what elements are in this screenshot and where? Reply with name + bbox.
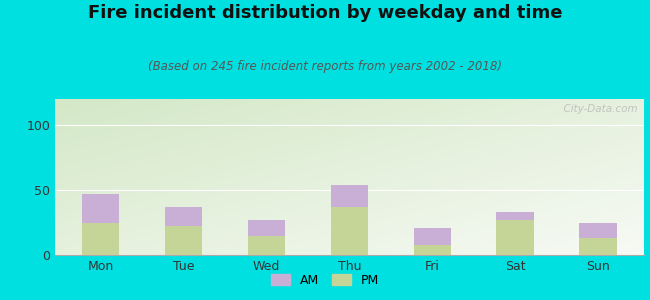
Bar <box>497 220 534 255</box>
Text: (Based on 245 fire incident reports from years 2002 - 2018): (Based on 245 fire incident reports from… <box>148 60 502 73</box>
Bar <box>413 244 451 255</box>
Bar <box>82 223 120 255</box>
Bar <box>497 212 534 220</box>
Bar <box>82 194 120 223</box>
Bar <box>165 226 202 255</box>
Text: Fire incident distribution by weekday and time: Fire incident distribution by weekday an… <box>88 4 562 22</box>
Legend: AM, PM: AM, PM <box>268 270 382 291</box>
Bar <box>248 220 285 236</box>
Bar <box>331 207 368 255</box>
Bar <box>331 185 368 207</box>
Bar <box>579 223 617 238</box>
Bar <box>579 238 617 255</box>
Text: City-Data.com: City-Data.com <box>557 104 638 114</box>
Bar <box>248 236 285 255</box>
Bar <box>165 207 202 226</box>
Bar <box>413 228 451 244</box>
